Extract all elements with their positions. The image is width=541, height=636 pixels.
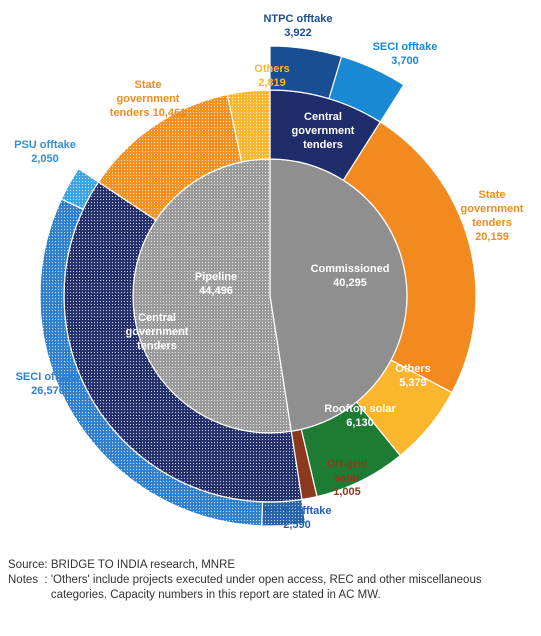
notes-label: Notes : bbox=[8, 574, 51, 586]
ring-segment-state-government-tenders-pipeline-texture bbox=[98, 94, 242, 221]
label-state-commissioned: State government tenders 20,159 bbox=[461, 189, 524, 243]
label-ntpc-top: NTPC offtake 3,922 bbox=[263, 13, 332, 39]
label-pipeline: Pipeline 44,496 bbox=[195, 271, 237, 297]
label-seci-left: SECI offtake 26,576 bbox=[16, 371, 81, 397]
ring-layer bbox=[39, 45, 477, 527]
pie-slice-pipeline-texture bbox=[133, 159, 292, 433]
outer-segment-ntpc-offtake-pipeline-texture bbox=[261, 499, 306, 526]
label-others-pipeline: Others 2,819 bbox=[254, 63, 289, 89]
outer-segment-seci-offtake-commissioned bbox=[328, 55, 405, 123]
label-psu: PSU offtake 2,050 bbox=[14, 139, 76, 165]
label-state-pipeline: State government tenders 10,461 bbox=[110, 79, 186, 119]
label-offgrid: Off-grid solar 1,005 bbox=[327, 458, 367, 498]
label-seci-top: SECI offtake 3,700 bbox=[373, 41, 438, 67]
source-text: BRIDGE TO INDIA research, MNRE bbox=[50, 559, 236, 571]
outer-segment-psu-offtake-pipeline-texture bbox=[61, 168, 99, 210]
label-central-commissioned: Central government tenders bbox=[292, 111, 355, 151]
label-rooftop: Rooftop solar 6,130 bbox=[324, 403, 396, 429]
chart-notes: Source: BRIDGE TO INDIA research, MNRE N… bbox=[8, 558, 536, 603]
label-others-commissioned: Others 5,379 bbox=[395, 363, 430, 389]
notes-text: 'Others' include projects executed under… bbox=[50, 574, 482, 601]
source-row: Source: BRIDGE TO INDIA research, MNRE bbox=[8, 558, 536, 573]
ring-segment-central-government-tenders-pipeline-texture bbox=[63, 181, 302, 502]
outer-segment-seci-offtake-pipeline-texture bbox=[39, 199, 263, 526]
source-label: Source: bbox=[8, 559, 51, 571]
label-ntpc-bottom: NTPC offtake 2,590 bbox=[262, 505, 331, 531]
label-central-pipeline: Central government tenders bbox=[126, 312, 189, 352]
ring-segment-others-pipeline-texture bbox=[227, 90, 270, 162]
ring-segment-state-government-tenders-commissioned bbox=[342, 121, 477, 394]
notes-row: Notes : 'Others' include projects execut… bbox=[8, 573, 536, 603]
label-commissioned: Commissioned 40,295 bbox=[311, 263, 390, 289]
